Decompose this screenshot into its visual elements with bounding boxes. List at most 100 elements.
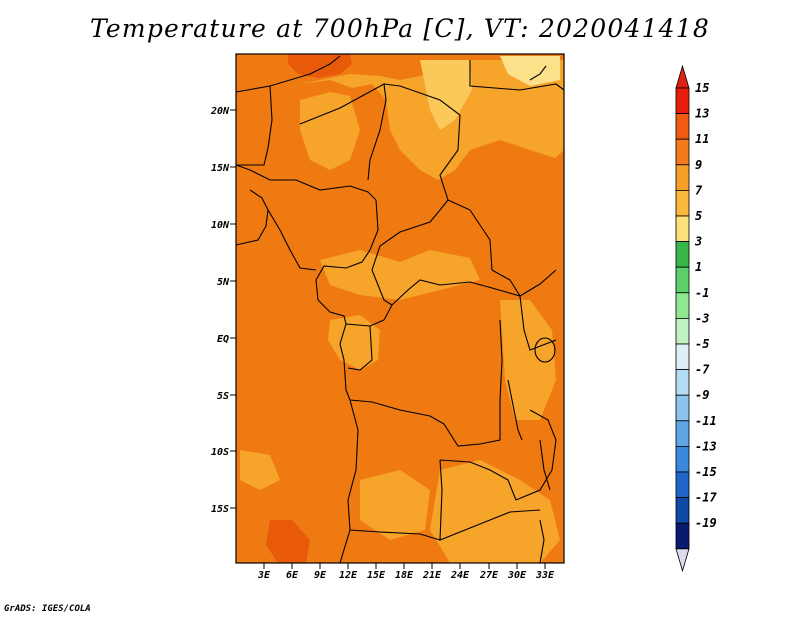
lat-label: EQ [217, 334, 229, 345]
colorbar-swatch [675, 215, 690, 243]
mild-region-gabon [328, 315, 380, 370]
colorbar-label: -19 [695, 516, 717, 530]
lon-label: 6E [286, 570, 299, 581]
border-line [439, 459, 517, 501]
colorbar-label: -11 [695, 414, 717, 428]
border-line [267, 209, 317, 271]
border-line [235, 55, 341, 93]
mild-region-south-east [430, 460, 560, 563]
lon-label: 33E [535, 570, 555, 581]
mild-region-sahara [300, 60, 564, 180]
lon-label: 30E [507, 570, 527, 581]
colorbar-swatch [675, 522, 690, 550]
colorbar-swatch [675, 138, 690, 166]
lake-tanganyika [507, 379, 523, 441]
colorbar-swatch [675, 445, 690, 473]
warm-patch-south [266, 520, 310, 563]
colorbar-label: -7 [695, 363, 710, 377]
colorbar-label: -3 [695, 311, 709, 325]
colorbar-swatch [675, 497, 690, 524]
colorbar-swatch [675, 420, 690, 447]
border-line [439, 459, 541, 541]
colorbar-swatch [675, 369, 690, 396]
colorbar-swatch [675, 241, 690, 268]
border-line [383, 83, 461, 211]
colorbar-label: -15 [695, 465, 717, 479]
lon-label: 15E [367, 570, 386, 581]
colorbar-label: 3 [694, 235, 702, 249]
border-line [315, 199, 379, 301]
colorbar-label: -1 [695, 286, 709, 300]
lat-label: 20N [210, 106, 230, 117]
border-line [347, 399, 441, 541]
lon-label: 24E [450, 570, 470, 581]
colorbar-label: 7 [695, 183, 703, 197]
pale-region-north-east [500, 56, 560, 86]
colorbar-swatch [675, 189, 690, 217]
lon-label: 27E [479, 570, 499, 581]
mild-region-south-west [240, 450, 280, 490]
lon-axis [263, 563, 546, 569]
lon-label: 21E [422, 570, 442, 581]
colorbar-label: 1 [695, 260, 702, 274]
colorbar-swatch [675, 113, 690, 140]
colorbar-label: -17 [695, 491, 717, 505]
colorbar-swatch [675, 394, 690, 422]
lat-label: 10S [211, 447, 229, 458]
colorbar-swatch [675, 164, 690, 191]
colorbar: 15 13 11 9 7 5 3 1 -1 -3 -5 -7 -9 -11 -13 -15 -17 -19 [675, 64, 717, 573]
credit-text: GrADS: IGES/COLA [4, 604, 91, 614]
cool-region-north [420, 60, 472, 130]
colorbar-swatch [675, 266, 690, 294]
lat-axis [230, 109, 236, 509]
lat-label: 15N [211, 163, 230, 174]
colorbar-label: 9 [695, 158, 702, 172]
lake-malawi [539, 439, 551, 491]
lon-label: 18E [395, 570, 414, 581]
colorbar-swatch [675, 343, 690, 371]
lat-label: 5N [217, 277, 230, 288]
mild-region-east [500, 300, 556, 420]
colorbar-label: -9 [695, 388, 709, 402]
colorbar-label: 13 [695, 107, 709, 121]
lat-labels: 20N 15N 10N 5N EQ 5S 10S 15S [210, 106, 230, 515]
border-line [447, 199, 521, 297]
lat-label: 15S [211, 504, 229, 515]
country-borders [235, 55, 565, 564]
border-line [236, 85, 273, 166]
border-line [235, 189, 269, 246]
colorbar-swatch [675, 471, 690, 499]
colorbar-swatch [675, 292, 690, 319]
colorbar-swatch [675, 87, 690, 115]
border-line [469, 60, 565, 91]
mild-region-north-west [300, 92, 360, 170]
temperature-field [236, 54, 564, 563]
colorbar-over-triangle [675, 64, 690, 89]
lon-labels: 3E 6E 9E 12E 15E 18E 21E 24E 27E 30E 33E [257, 570, 555, 581]
border-line [539, 519, 545, 564]
map-title: Temperature at 700hPa [C], VT: 202004141… [90, 14, 710, 43]
border-line [479, 319, 503, 445]
border-line [347, 325, 373, 371]
colorbar-under-triangle [675, 548, 690, 573]
plot-frame [235, 53, 565, 564]
border-line [519, 295, 557, 351]
colorbar-label: 15 [695, 81, 709, 95]
lat-label: 10N [211, 220, 230, 231]
mild-region-south-central [360, 470, 430, 540]
colorbar-swatch [675, 317, 690, 345]
lon-label: 3E [257, 570, 271, 581]
lake-victoria [534, 337, 556, 363]
border-line [299, 83, 387, 181]
colorbar-label: 5 [695, 209, 702, 223]
colorbar-label: -13 [695, 439, 717, 453]
lat-label: 5S [217, 391, 229, 402]
lon-label: 9E [314, 570, 327, 581]
border-line [391, 269, 557, 306]
border-line [339, 529, 351, 564]
border-line [339, 323, 481, 447]
colorbar-label: 11 [695, 132, 709, 146]
lon-label: 12E [339, 570, 358, 581]
colorbar-label: -5 [695, 337, 709, 351]
